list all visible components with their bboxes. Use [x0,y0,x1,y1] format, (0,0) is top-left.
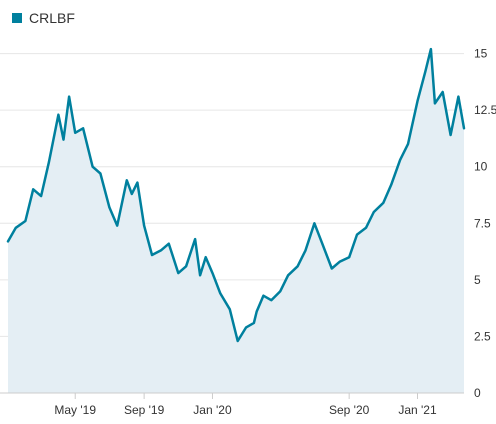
y-tick-label: 5 [474,273,481,287]
y-tick-label: 15 [474,47,488,61]
y-tick-label: 2.5 [474,329,491,343]
y-tick-label: 10 [474,160,488,174]
x-tick-label: Sep '20 [329,403,370,417]
y-tick-label: 7.5 [474,216,491,230]
x-tick-label: Jan '21 [398,403,437,417]
y-tick-label: 0 [474,386,481,400]
legend-label: CRLBF [29,10,75,26]
legend[interactable]: CRLBF [12,10,75,26]
y-tick-label: 12.5 [474,103,496,117]
y-axis: 0 2.5 5 7.5 10 12.5 15 [474,47,496,400]
x-axis: May '19 Sep '19 Jan '20 Sep '20 Jan '21 [54,393,437,417]
legend-swatch [12,13,22,23]
series-area-fill [8,49,464,393]
x-tick-label: Jan '20 [193,403,232,417]
x-tick-label: Sep '19 [124,403,165,417]
series-line [6,47,466,343]
x-tick-label: May '19 [54,403,96,417]
